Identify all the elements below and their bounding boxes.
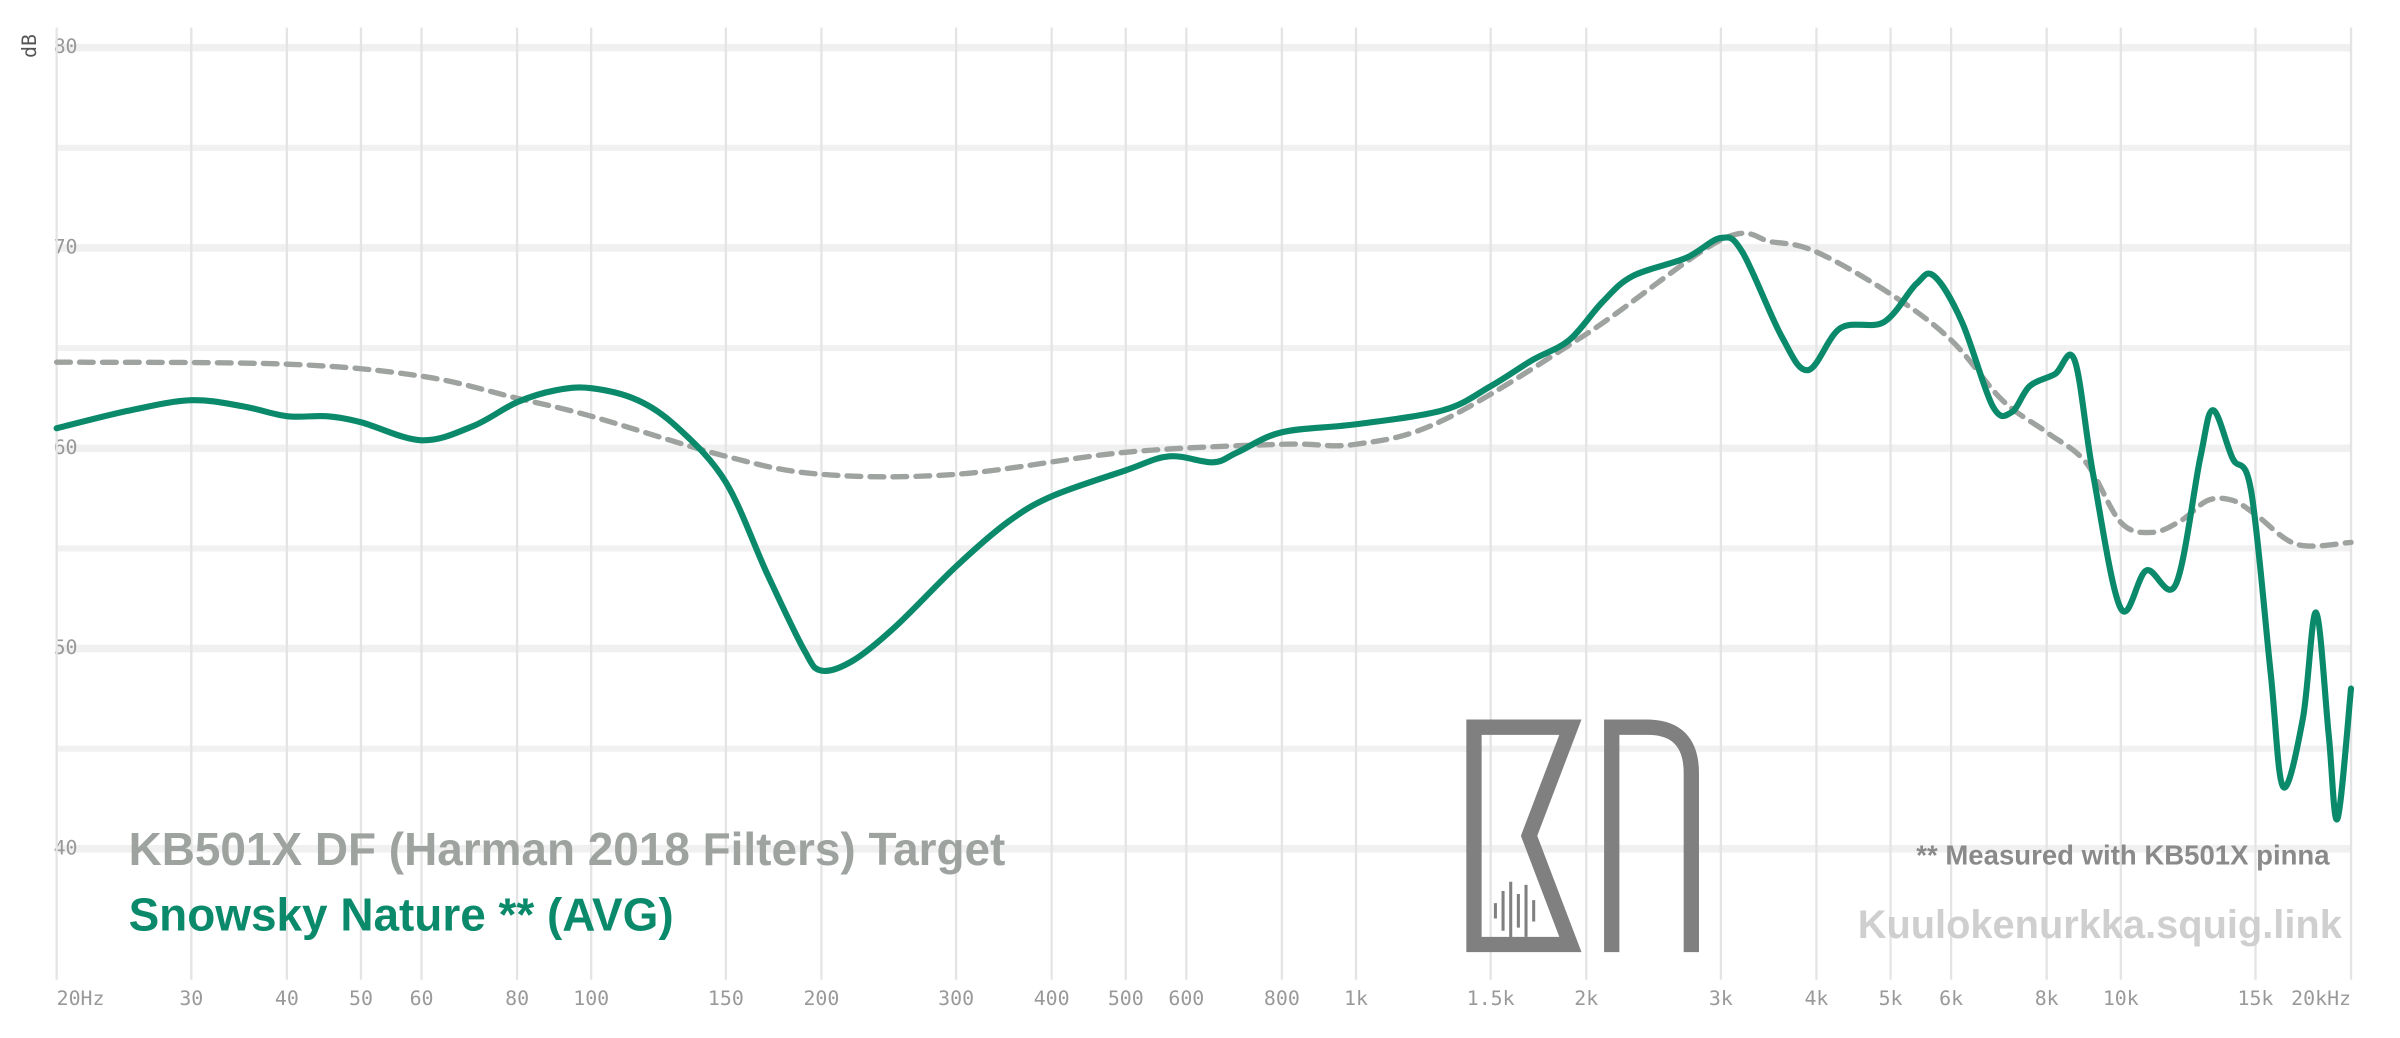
x-tick-label: 10k — [2103, 987, 2139, 1010]
x-tick-label: 6k — [1939, 987, 1963, 1010]
x-tick-label: 30 — [179, 987, 203, 1010]
y-axis-label: dB — [18, 34, 41, 58]
x-tick-label: 4k — [1804, 987, 1828, 1010]
x-tick-label: 150 — [708, 987, 744, 1010]
x-tick-label: 80 — [505, 987, 529, 1010]
annotation: ** Measured with KB501X pinna — [1916, 840, 2330, 871]
y-tick-label: 80 — [54, 35, 78, 58]
series-line — [53, 234, 2355, 823]
x-tick-label: 1k — [1344, 987, 1368, 1010]
x-tick-label: 200 — [803, 987, 839, 1010]
x-tick-label: 100 — [573, 987, 609, 1010]
logo-k — [1466, 719, 1582, 953]
y-tick-label: 50 — [54, 636, 78, 659]
logo-n — [1604, 719, 1699, 953]
x-tick-label: 15k — [2238, 987, 2274, 1010]
x-tick-label: 20Hz — [57, 987, 105, 1010]
x-tick-label: 500 — [1108, 987, 1144, 1010]
y-tick-label: 60 — [54, 436, 78, 459]
legend-entry: KB501X DF (Harman 2018 Filters) Target — [129, 823, 1006, 875]
x-tick-label: 600 — [1168, 987, 1204, 1010]
logo — [1466, 719, 1699, 953]
x-tick-label: 50 — [349, 987, 373, 1010]
x-tick-label: 800 — [1264, 987, 1300, 1010]
x-tick-label: 400 — [1034, 987, 1070, 1010]
x-tick-label: 20kHz — [2291, 987, 2351, 1010]
x-tick-label: 2k — [1574, 987, 1598, 1010]
x-tick-label: 300 — [938, 987, 974, 1010]
x-tick-label: 60 — [410, 987, 434, 1010]
watermark: Kuulokenurkka.squig.link — [1858, 903, 2343, 947]
x-tick-label: 8k — [2035, 987, 2059, 1010]
series-line — [53, 230, 2354, 549]
x-tick-label: 1.5k — [1467, 987, 1515, 1010]
logo-wave — [1493, 881, 1536, 940]
y-tick-label: 70 — [54, 235, 78, 258]
x-tick-label: 5k — [1879, 987, 1903, 1010]
x-tick-label: 3k — [1709, 987, 1733, 1010]
x-tick-label: 40 — [275, 987, 299, 1010]
legend-entry: Snowsky Nature ** (AVG) — [129, 889, 674, 941]
y-tick-label: 40 — [54, 836, 78, 859]
